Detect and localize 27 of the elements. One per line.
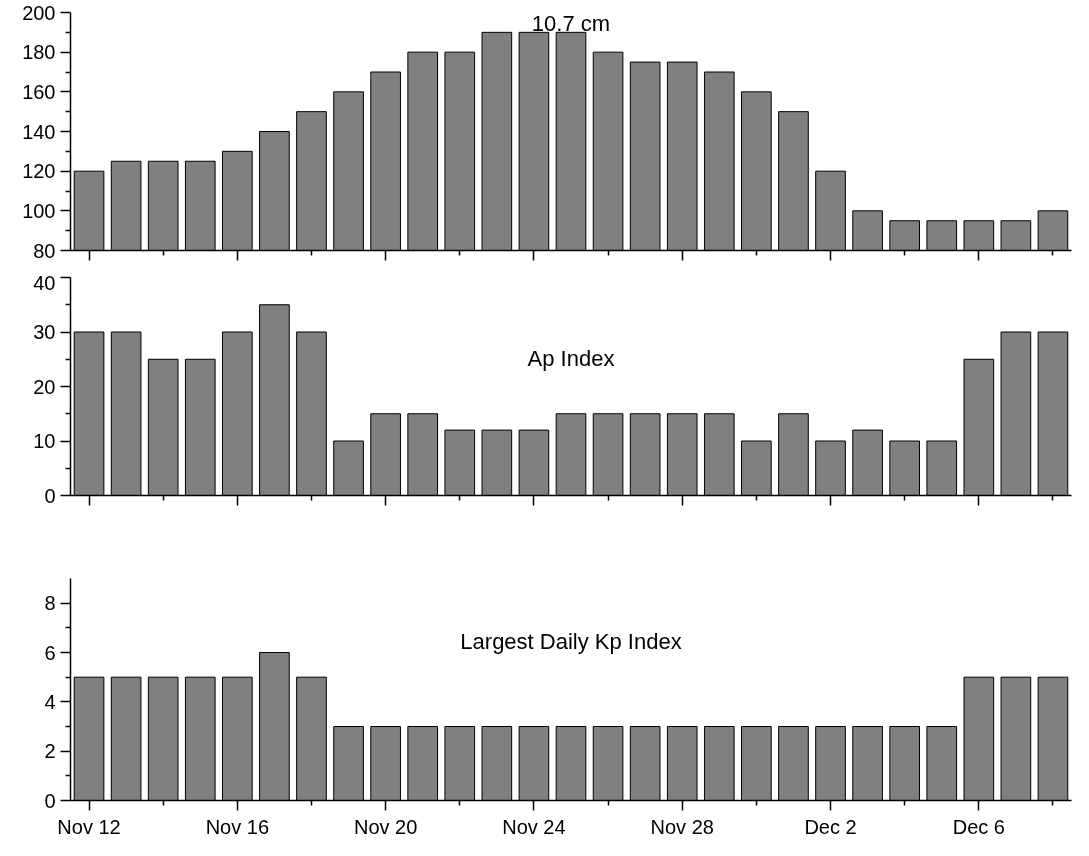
y-tick-label: 8	[44, 592, 56, 615]
y-tick-label: 40	[33, 271, 56, 294]
x-tick-label: Nov 12	[57, 815, 121, 838]
y-tick-label: 10	[33, 430, 56, 452]
x-tick-label: Nov 24	[502, 815, 566, 838]
text: Ap Index	[527, 345, 615, 371]
text: Largest Daily Kp Index	[460, 628, 682, 654]
y-tick-label: 2	[44, 740, 56, 763]
y-tick-label: 30	[33, 321, 56, 343]
y-tick-label: 80	[33, 239, 56, 262]
x-tick-label: Nov 28	[650, 815, 714, 838]
y-tick-label: 200	[22, 1, 56, 24]
y-tick-label: 6	[44, 641, 56, 664]
y-tick-label: 140	[22, 120, 56, 143]
x-tick-label: Nov 16	[205, 815, 270, 838]
x-tick-label: Dec 6	[952, 815, 1005, 838]
y-tick-label: 180	[22, 41, 56, 64]
y-tick-label: 100	[22, 199, 56, 222]
y-tick-label: 20	[33, 375, 56, 398]
y-tick-label: 120	[22, 160, 56, 183]
y-tick-label: 0	[44, 484, 56, 507]
y-tick-label: 4	[44, 690, 56, 713]
x-tick-label: Nov 20	[353, 815, 418, 838]
y-tick-label: 0	[44, 789, 56, 812]
x-tick-label: Dec 2	[804, 815, 857, 838]
y-tick-label: 160	[22, 80, 56, 103]
chart-title: 10.7 cm	[531, 10, 611, 36]
